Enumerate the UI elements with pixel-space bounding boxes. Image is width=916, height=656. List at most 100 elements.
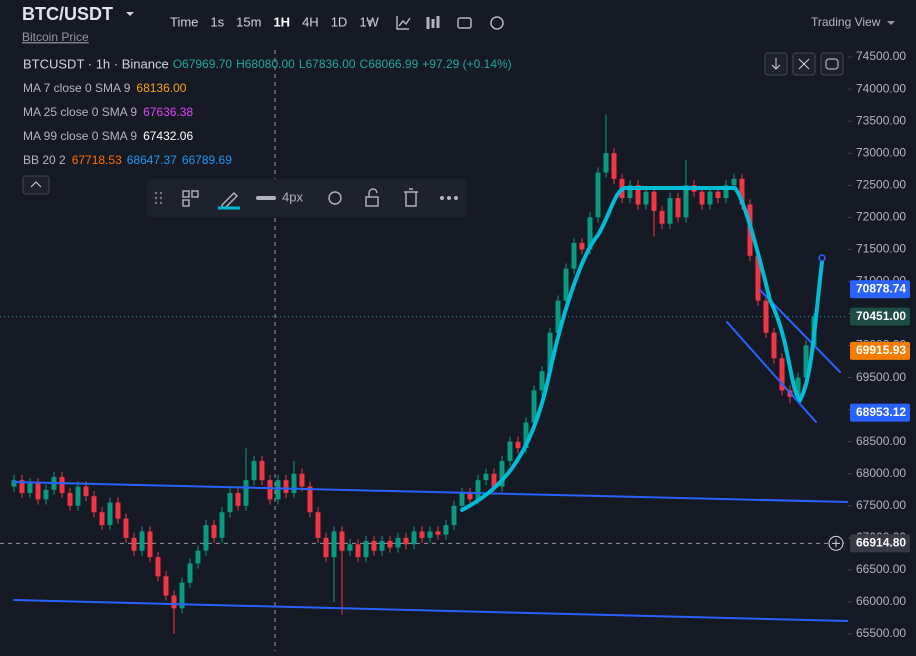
- toolbar-bg: [147, 179, 467, 217]
- price-badge: [850, 341, 910, 360]
- width-label[interactable]: 4px: [282, 189, 303, 204]
- trend-line[interactable]: [13, 599, 849, 622]
- price-label: 71500.00: [856, 242, 906, 256]
- candle-body: [683, 185, 689, 218]
- candle-icon[interactable]: [426, 16, 440, 29]
- candle-body: [67, 492, 73, 506]
- indicator-value: 67718.53: [72, 153, 122, 167]
- indicator-name: MA 99 close 0 SMA 9: [23, 129, 137, 143]
- brand-dropdown[interactable]: [887, 21, 895, 25]
- candle-body: [507, 441, 513, 461]
- candle-body: [539, 371, 545, 391]
- price-label: 72500.00: [856, 177, 906, 191]
- candle-body: [99, 512, 105, 526]
- brand[interactable]: Trading View: [811, 15, 881, 29]
- candle-body: [587, 217, 593, 250]
- price-label: 73000.00: [856, 145, 906, 159]
- timeframe-button[interactable]: 1s: [210, 14, 224, 29]
- candle-body: [379, 541, 385, 551]
- layout-button[interactable]: [820, 52, 844, 76]
- candle-body: [139, 531, 145, 551]
- price-badge: [850, 403, 910, 422]
- candle-body: [571, 242, 577, 269]
- trash-icon[interactable]: [404, 188, 418, 207]
- candle-body: [411, 531, 417, 545]
- candle-body: [475, 480, 481, 500]
- arrow-down: [771, 58, 781, 70]
- candle-body: [347, 544, 353, 551]
- candle-body: [123, 518, 129, 538]
- candle-body: [771, 332, 777, 359]
- candle-body: [555, 300, 561, 333]
- candle-body: [435, 531, 441, 535]
- ohlc-value: +97.29 (+0.14%): [422, 57, 511, 71]
- candle-body: [595, 172, 601, 218]
- subtitle[interactable]: Bitcoin Price: [22, 30, 89, 44]
- indicator-name: MA 25 close 0 SMA 9: [23, 105, 137, 119]
- candle-body: [763, 300, 769, 333]
- symbol-dropdown[interactable]: [126, 12, 134, 16]
- candle-body: [307, 486, 313, 513]
- timeframe-button[interactable]: Time: [170, 14, 198, 29]
- more-timeframes[interactable]: [366, 20, 374, 24]
- price-badge: [850, 307, 910, 326]
- candle-body: [27, 483, 33, 493]
- brush-line[interactable]: [460, 186, 824, 512]
- price-label: 68500.00: [856, 434, 906, 448]
- trend-line[interactable]: [13, 481, 849, 503]
- candle-body: [355, 544, 361, 558]
- candle-body: [171, 595, 177, 609]
- candle-body: [611, 153, 617, 179]
- price-label: 68000.00: [856, 466, 906, 480]
- candle-body: [371, 541, 377, 551]
- price-label: 66000.00: [856, 594, 906, 608]
- candle-body: [235, 492, 241, 506]
- templates-icon[interactable]: [182, 190, 190, 198]
- candle-body: [83, 486, 89, 497]
- lock-icon[interactable]: [365, 196, 379, 207]
- candle-body: [43, 489, 49, 500]
- timeframe-button[interactable]: 4H: [302, 14, 319, 29]
- more-icon[interactable]: [440, 196, 458, 200]
- price-label: 66500.00: [856, 562, 906, 576]
- candle-body: [59, 476, 65, 493]
- price-badge-label: 69915.93: [856, 343, 906, 357]
- snapshot-icon[interactable]: [457, 17, 472, 29]
- handle[interactable]: [818, 254, 826, 262]
- trend-line[interactable]: [726, 321, 817, 423]
- candle-body: [699, 191, 705, 205]
- timeframe-button[interactable]: 15m: [236, 14, 261, 29]
- candle-body: [243, 480, 249, 506]
- candle-body: [259, 460, 265, 481]
- add-icon[interactable]: [490, 16, 504, 30]
- collapse-legend[interactable]: [22, 175, 50, 195]
- candle-body: [211, 525, 217, 538]
- drawing-toolbar: 4px: [147, 179, 467, 217]
- candle-body: [131, 537, 137, 551]
- price-label: 67500.00: [856, 498, 906, 512]
- candle-body: [275, 480, 281, 500]
- candle-body: [675, 198, 681, 218]
- indicator-value: 66789.69: [182, 153, 232, 167]
- indicator-name: MA 7 close 0 SMA 9: [23, 81, 131, 95]
- candle-body: [323, 537, 329, 558]
- timeframe-button[interactable]: 1H: [273, 14, 290, 29]
- fullscreen-icon: [798, 58, 810, 70]
- indicator-value: 67432.06: [143, 129, 193, 143]
- candle-body: [291, 473, 297, 493]
- candle-body: [339, 531, 345, 551]
- candle-body: [531, 390, 537, 423]
- symbol[interactable]: BTC/USDT: [22, 4, 113, 24]
- candle-body: [715, 191, 721, 199]
- settings-icon[interactable]: [328, 191, 342, 205]
- candle-body: [803, 345, 809, 378]
- indicator-icon[interactable]: [396, 16, 411, 30]
- candle-body: [147, 531, 153, 558]
- candle-body: [491, 473, 497, 487]
- candle-body: [707, 191, 713, 205]
- candle-body: [195, 550, 201, 564]
- price-label: 72000.00: [856, 209, 906, 223]
- timeframe-button[interactable]: 1D: [331, 14, 348, 29]
